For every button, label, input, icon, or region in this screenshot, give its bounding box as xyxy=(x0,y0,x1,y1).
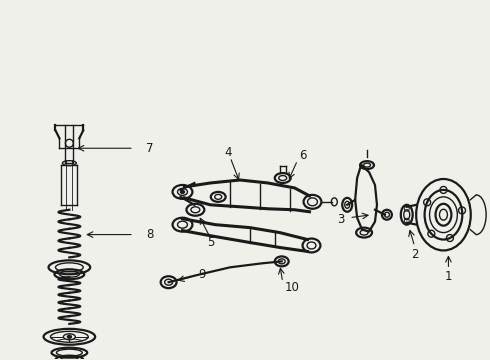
Ellipse shape xyxy=(68,335,72,338)
Ellipse shape xyxy=(180,190,184,193)
Text: 10: 10 xyxy=(285,281,299,294)
Text: 9: 9 xyxy=(198,268,206,281)
Text: 1: 1 xyxy=(444,270,452,283)
Text: 2: 2 xyxy=(411,248,418,261)
Text: 7: 7 xyxy=(146,142,153,155)
Text: 8: 8 xyxy=(146,228,153,241)
Text: 5: 5 xyxy=(208,236,215,249)
Text: 3: 3 xyxy=(337,213,344,226)
Text: 6: 6 xyxy=(299,149,307,162)
Text: 4: 4 xyxy=(224,146,232,159)
